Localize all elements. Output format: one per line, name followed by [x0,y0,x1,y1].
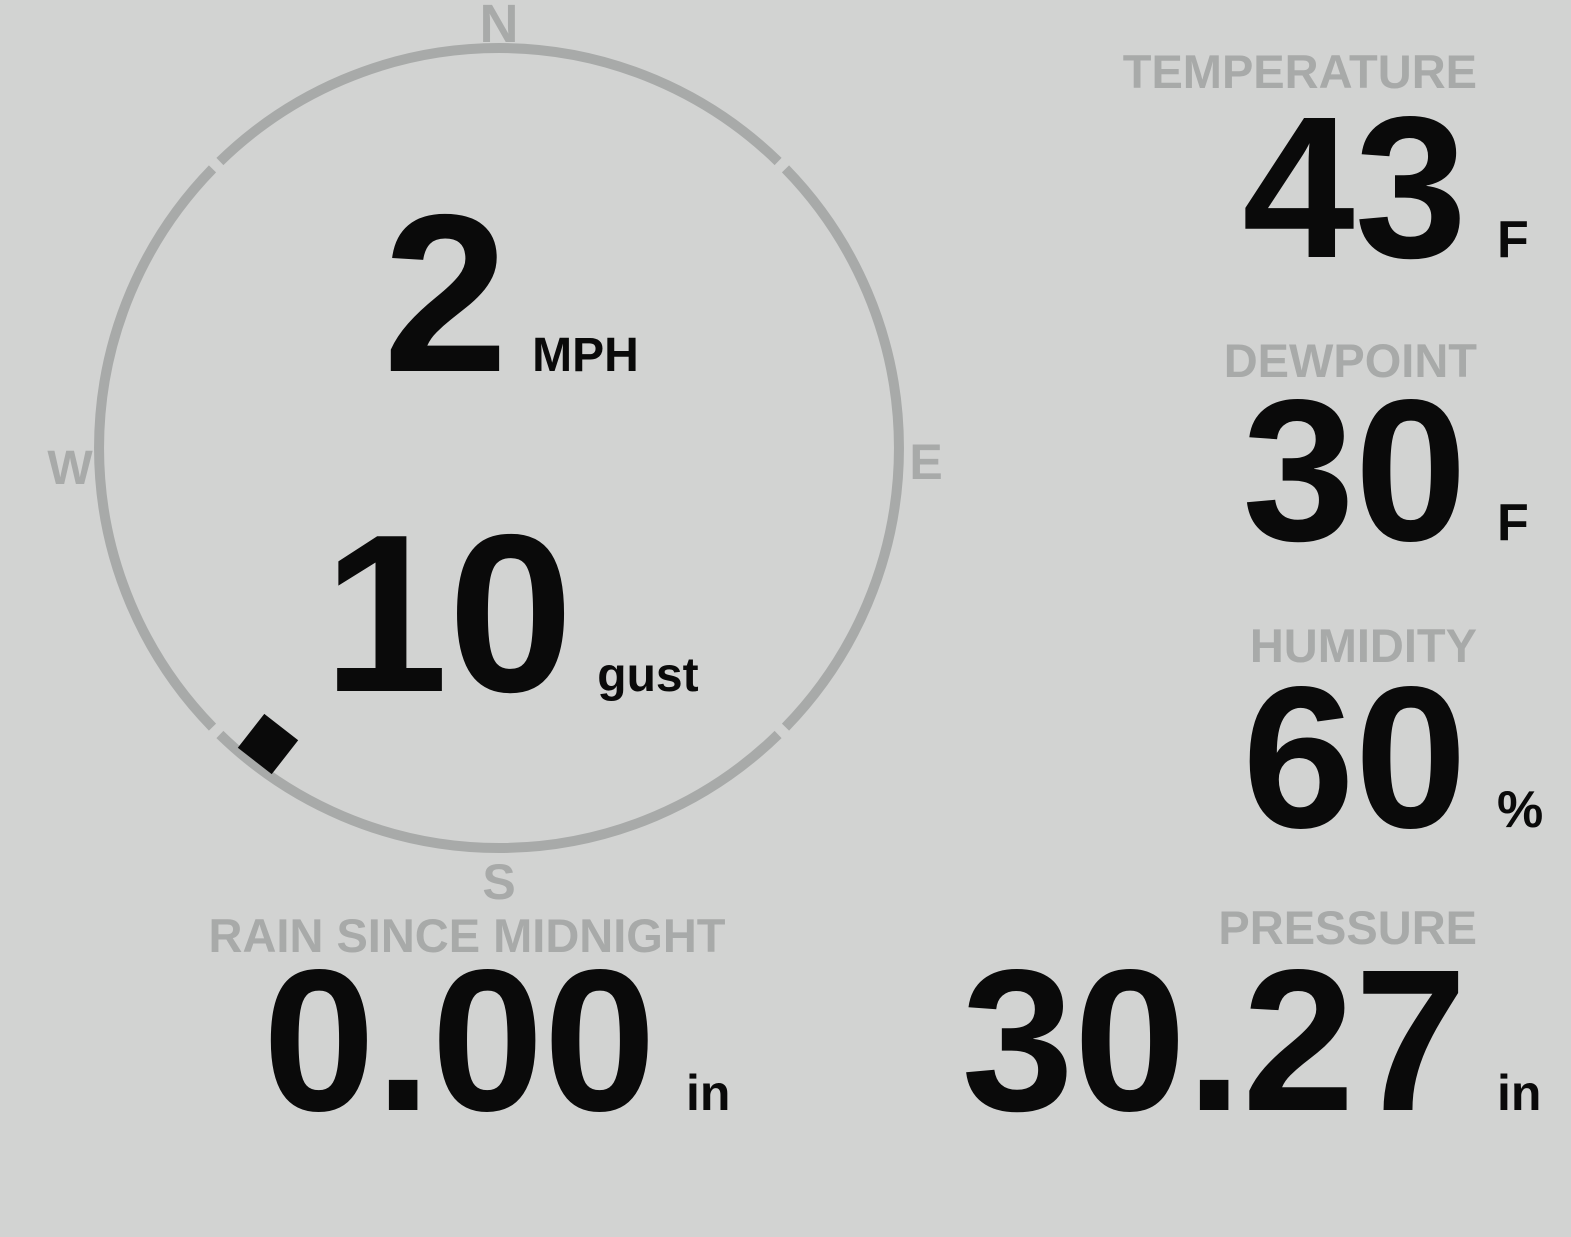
compass-arc-east [781,165,904,731]
pressure-label: PRESSURE [1218,901,1477,954]
compass-label-south: S [482,854,516,910]
compass-label-west: W [47,442,93,495]
rain-row: 0.00 in [0,939,760,1141]
wind-gust-unit: gust [597,649,699,702]
humidity-unit: % [1497,781,1544,839]
wind-speed-unit: MPH [532,329,639,382]
compass-label-north: N [479,0,519,54]
humidity-value: 60 [1242,644,1467,870]
wind-compass-ring [94,43,904,853]
wind-speed-value: 2 [383,167,509,419]
rain-value: 0.00 [262,927,656,1153]
compass-arc-south [216,730,782,853]
temperature-value: 43 [1242,74,1467,300]
temperature-label: TEMPERATURE [1122,45,1477,98]
wind-gust-value: 10 [323,487,574,739]
dewpoint-label: DEWPOINT [1223,334,1477,387]
pressure-value: 30.27 [961,927,1468,1153]
dewpoint-row: 30 F [871,369,1571,571]
rain-unit: in [686,1065,731,1121]
dewpoint-value: 30 [1242,357,1467,583]
temperature-unit: F [1497,211,1529,269]
rain-label: RAIN SINCE MIDNIGHT [208,909,726,962]
wind-gust-row: 10 gust [323,501,699,726]
humidity-row: 60 % [871,656,1571,858]
dewpoint-unit: F [1497,494,1529,552]
temperature-row: 43 F [871,86,1571,288]
compass-arc-north [216,43,782,166]
pressure-unit: in [1497,1065,1542,1121]
humidity-label: HUMIDITY [1249,619,1477,672]
compass-label-east: E [909,434,943,490]
compass-arc-west [94,165,217,731]
pressure-row: 30.27 in [871,939,1571,1141]
wind-speed-row: 2 MPH [383,181,639,406]
